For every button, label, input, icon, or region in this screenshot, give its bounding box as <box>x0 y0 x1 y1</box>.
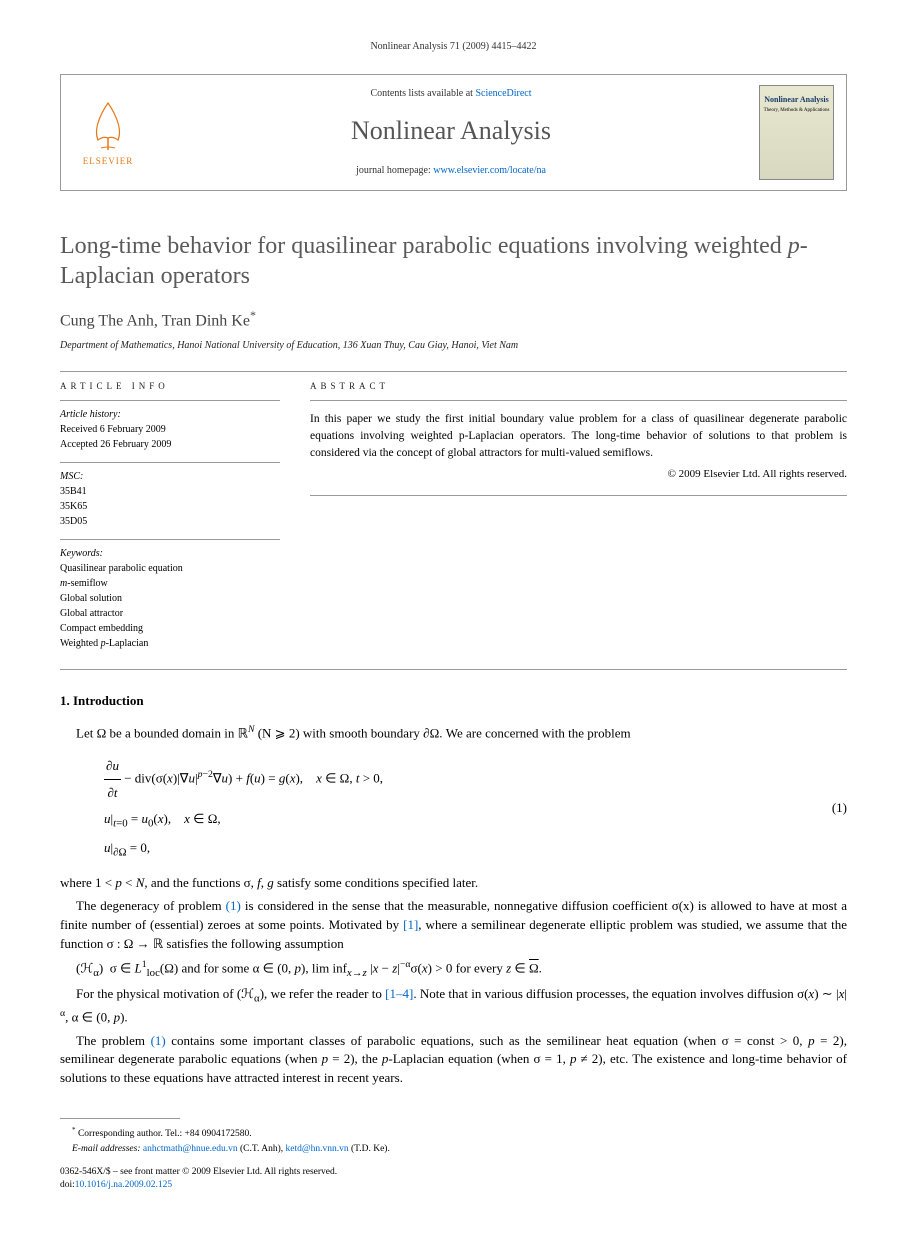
elsevier-tree-icon <box>83 98 133 153</box>
email-label: E-mail addresses: <box>72 1144 143 1154</box>
abstract-text: In this paper we study the first initial… <box>310 411 847 461</box>
running-header: Nonlinear Analysis 71 (2009) 4415–4422 <box>60 40 847 54</box>
journal-name: Nonlinear Analysis <box>143 113 759 149</box>
keywords-block: Keywords: Quasilinear parabolic equation… <box>60 540 280 661</box>
keyword-item: Compact embedding <box>60 623 143 634</box>
article-info-heading: article info <box>60 380 280 393</box>
equation-block: ∂u ∂t − div(σ(x)|∇u|p−2∇u) + f(u) = g(x)… <box>104 753 847 865</box>
sciencedirect-link[interactable]: ScienceDirect <box>475 88 531 99</box>
msc-item: 35D05 <box>60 516 87 527</box>
text: Let Ω be a bounded domain in ℝ <box>76 725 248 740</box>
email-footnote: E-mail addresses: anhctmath@hnue.edu.vn … <box>60 1142 847 1156</box>
history-block: Article history: Received 6 February 200… <box>60 401 280 463</box>
issn-line: 0362-546X/$ – see front matter © 2009 El… <box>60 1166 847 1179</box>
body-paragraph: Let Ω be a bounded domain in ℝN (N ⩾ 2) … <box>60 723 847 743</box>
keyword-item: Global solution <box>60 593 122 604</box>
meta-abstract-row: article info Article history: Received 6… <box>60 380 847 662</box>
cover-subtitle: Theory, Methods & Applications <box>764 107 830 114</box>
doi-label: doi: <box>60 1180 75 1190</box>
msc-item: 35K65 <box>60 501 87 512</box>
equation-number: (1) <box>832 795 847 821</box>
email-who: (C.T. Anh), <box>238 1144 286 1154</box>
cover-title: Nonlinear Analysis <box>764 94 829 105</box>
homepage-link[interactable]: www.elsevier.com/locate/na <box>433 165 546 176</box>
equation-line: ∂u ∂t − div(σ(x)|∇u|p−2∇u) + f(u) = g(x)… <box>104 753 847 806</box>
section-heading: 1. Introduction <box>60 692 847 710</box>
text: The problem <box>76 1033 151 1048</box>
text: (N ⩾ 2) with smooth boundary ∂Ω. We are … <box>254 725 630 740</box>
keyword-item: Weighted p-Laplacian <box>60 638 148 649</box>
author-line: Cung The Anh, Tran Dinh Ke* <box>60 307 847 333</box>
body-paragraph: The problem (1) contains some important … <box>60 1032 847 1089</box>
citation-link[interactable]: [1] <box>403 917 418 932</box>
body-paragraph: The degeneracy of problem (1) is conside… <box>60 897 847 954</box>
equation-line: u|∂Ω = 0, <box>104 835 847 864</box>
footer-block: 0362-546X/$ – see front matter © 2009 El… <box>60 1166 847 1193</box>
article-info-column: article info Article history: Received 6… <box>60 380 280 662</box>
contents-prefix: Contents lists available at <box>370 88 475 99</box>
email-link[interactable]: anhctmath@hnue.edu.vn <box>143 1144 238 1154</box>
publisher-logo-block: ELSEVIER <box>73 98 143 168</box>
journal-masthead: ELSEVIER Contents lists available at Sci… <box>60 74 847 191</box>
doi-line: doi:10.1016/j.na.2009.02.125 <box>60 1179 847 1192</box>
footnote-divider <box>60 1118 180 1119</box>
homepage-line: journal homepage: www.elsevier.com/locat… <box>143 164 759 178</box>
keyword-item: m-semiflow <box>60 578 108 589</box>
divider <box>60 669 847 670</box>
masthead-center: Contents lists available at ScienceDirec… <box>143 87 759 177</box>
abstract-copyright: © 2009 Elsevier Ltd. All rights reserved… <box>310 467 847 482</box>
publisher-name: ELSEVIER <box>83 155 134 168</box>
author-names: Cung The Anh, Tran Dinh Ke <box>60 312 250 329</box>
contents-line: Contents lists available at ScienceDirec… <box>143 87 759 101</box>
divider <box>310 400 847 401</box>
corresponding-author-footnote: * Corresponding author. Tel.: +84 090417… <box>60 1125 847 1141</box>
abstract-heading: abstract <box>310 380 847 393</box>
footnote-marker: * <box>72 1126 76 1134</box>
text: The degeneracy of problem <box>76 898 226 913</box>
corresponding-marker: * <box>250 308 256 322</box>
equation-line: u|t=0 = u0(x), x ∈ Ω, <box>104 806 847 835</box>
citation-link[interactable]: [1–4] <box>385 986 413 1001</box>
article-title: Long-time behavior for quasilinear parab… <box>60 231 847 291</box>
history-accepted: Accepted 26 February 2009 <box>60 439 171 450</box>
doi-link[interactable]: 10.1016/j.na.2009.02.125 <box>75 1180 172 1190</box>
msc-label: MSC: <box>60 471 83 482</box>
divider <box>60 371 847 372</box>
history-label: Article history: <box>60 409 121 420</box>
history-received: Received 6 February 2009 <box>60 424 166 435</box>
body-paragraph: (ℋα) σ ∈ L1loc(Ω) and for some α ∈ (0, p… <box>60 958 847 982</box>
abstract-column: abstract In this paper we study the firs… <box>310 380 847 662</box>
journal-cover-thumbnail: Nonlinear Analysis Theory, Methods & App… <box>759 85 834 180</box>
divider <box>310 495 847 496</box>
email-link[interactable]: ketd@hn.vnn.vn <box>286 1144 349 1154</box>
keyword-item: Global attractor <box>60 608 123 619</box>
msc-item: 35B41 <box>60 486 87 497</box>
homepage-prefix: journal homepage: <box>356 165 433 176</box>
body-paragraph: where 1 < p < N, and the functions σ, f,… <box>60 874 847 893</box>
affiliation: Department of Mathematics, Hanoi Nationa… <box>60 339 847 353</box>
footnote-text: Corresponding author. Tel.: +84 09041725… <box>78 1129 252 1139</box>
keywords-label: Keywords: <box>60 548 103 559</box>
email-who: (T.D. Ke). <box>349 1144 390 1154</box>
msc-block: MSC: 35B41 35K65 35D05 <box>60 463 280 540</box>
body-paragraph: For the physical motivation of (ℋα), we … <box>60 985 847 1027</box>
equation-ref-link[interactable]: (1) <box>151 1033 166 1048</box>
equation-ref-link[interactable]: (1) <box>226 898 241 913</box>
keyword-item: Quasilinear parabolic equation <box>60 563 183 574</box>
